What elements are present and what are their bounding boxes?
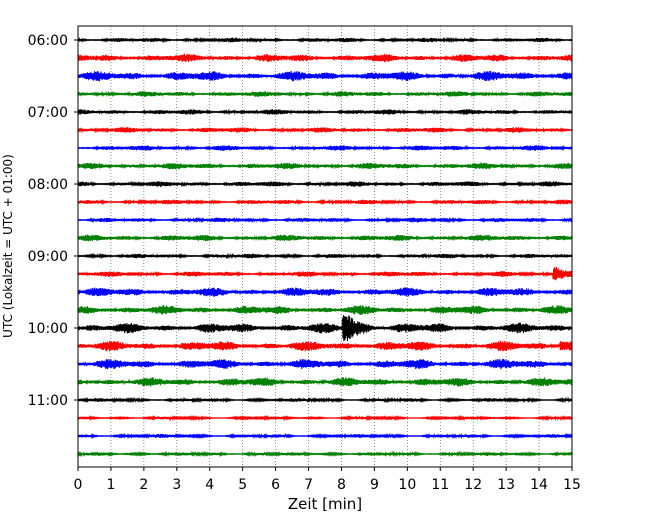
- seismic-trace: [77, 144, 573, 152]
- seismic-trace: [77, 414, 573, 422]
- y-tick-label: 07:00: [28, 105, 68, 121]
- x-tick-label: 1: [106, 477, 115, 493]
- x-tick-label: 4: [205, 477, 214, 493]
- seismic-trace: [77, 432, 573, 440]
- seismic-trace: [77, 36, 573, 44]
- seismic-trace: [77, 252, 573, 260]
- x-tick-label: 11: [431, 477, 449, 493]
- x-tick-label: 14: [530, 477, 548, 493]
- x-tick-label: 9: [370, 477, 379, 493]
- seismic-trace: [77, 53, 573, 63]
- x-tick-label: 5: [238, 477, 247, 493]
- seismic-trace: [77, 108, 573, 116]
- seismic-trace: [77, 266, 573, 281]
- x-tick-label: 0: [74, 477, 83, 493]
- x-axis-label: Zeit [min]: [288, 495, 362, 513]
- plot-frame: [77, 25, 573, 468]
- y-tick-label: 09:00: [28, 249, 68, 265]
- seismic-trace: [77, 70, 573, 82]
- x-tick-label: 13: [497, 477, 515, 493]
- seismic-trace: [77, 162, 573, 170]
- seismic-trace: [77, 287, 573, 297]
- seismic-trace: [77, 198, 573, 206]
- x-axis: 0 1 2 3 4 5 6 7 8 9 10 11 12 13 14 15: [74, 467, 581, 493]
- x-tick-label: 3: [172, 477, 181, 493]
- seismic-trace: [77, 126, 573, 134]
- y-axis-label: UTC (Lokalzeit = UTC + 01:00): [1, 154, 15, 338]
- x-tick-label: 15: [563, 477, 581, 493]
- y-tick-label: 08:00: [28, 177, 68, 193]
- seismic-trace: [77, 305, 573, 315]
- x-tick-label: 6: [271, 477, 280, 493]
- y-tick-label: 11:00: [28, 393, 68, 409]
- traces: [77, 36, 573, 458]
- y-tick-label: 06:00: [28, 33, 68, 49]
- seismic-trace: [77, 396, 573, 404]
- seismic-trace: [77, 180, 573, 188]
- seismic-trace: [77, 358, 573, 370]
- x-tick-label: 8: [337, 477, 346, 493]
- seismic-trace: [77, 315, 573, 342]
- seismic-trace: [77, 234, 573, 242]
- seismic-trace: [77, 340, 573, 352]
- x-tick-label: 10: [398, 477, 416, 493]
- x-tick-label: 12: [464, 477, 482, 493]
- seismic-trace: [77, 90, 573, 98]
- x-tick-label: 2: [139, 477, 148, 493]
- y-axis: 06:00 07:00 08:00 09:00 10:00 11:00: [28, 33, 78, 409]
- seismic-trace: [77, 216, 573, 224]
- seismic-trace: [77, 450, 573, 458]
- y-tick-label: 10:00: [28, 321, 68, 337]
- x-tick-label: 7: [304, 477, 313, 493]
- seismic-trace: [77, 377, 573, 387]
